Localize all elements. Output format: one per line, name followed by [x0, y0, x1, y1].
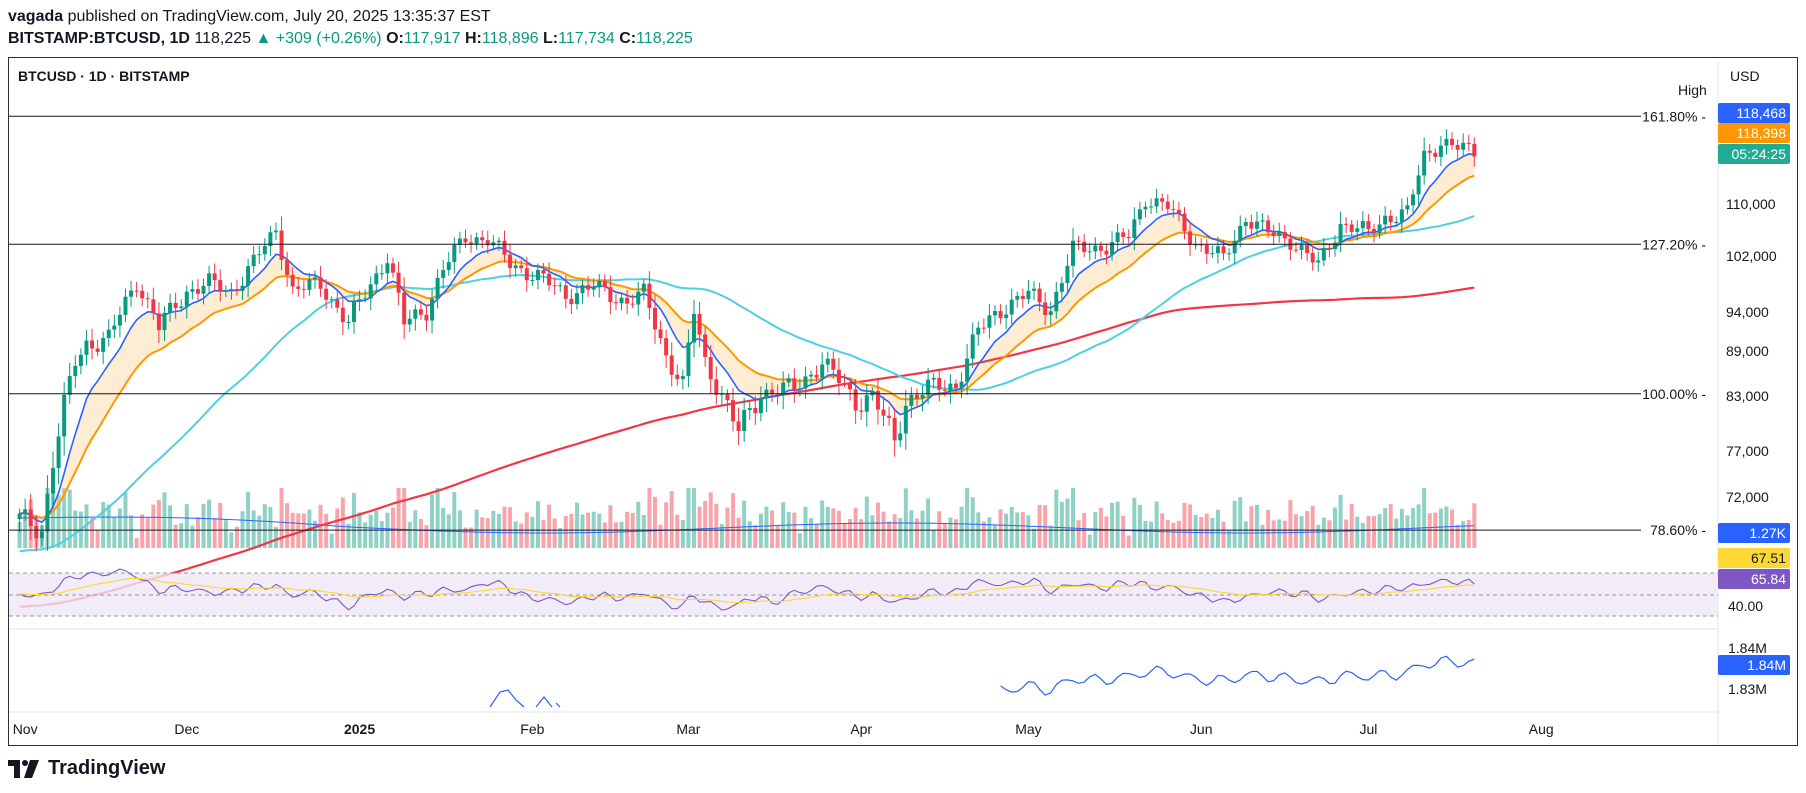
author-name[interactable]: vagada [8, 8, 64, 25]
tradingview-logo[interactable]: TradingView [8, 757, 165, 780]
last-price: 118,225 [194, 30, 252, 47]
open-value: 117,917 [403, 30, 461, 47]
chart-frame[interactable] [8, 57, 1798, 746]
low-value: 117,734 [558, 30, 615, 47]
published-text: published on TradingView.com, July 20, 2… [67, 8, 491, 25]
symbol-label: BITSTAMP:BTCUSD, 1D [8, 30, 190, 47]
high-key: H: [464, 30, 482, 47]
close-value: 118,225 [636, 30, 693, 47]
low-key: L: [542, 30, 559, 47]
close-key: C: [619, 30, 637, 47]
tradingview-wordmark: TradingView [48, 757, 166, 779]
price-change: +309 (+0.26%) [275, 30, 382, 47]
open-key: O: [386, 30, 404, 47]
up-arrow-icon: ▲ [255, 30, 272, 47]
tradingview-logo-icon [8, 759, 39, 778]
ohlc-line: BITSTAMP:BTCUSD, 1D 118,225 ▲ +309 (+0.2… [8, 30, 693, 48]
high-value: 118,896 [481, 30, 539, 47]
publish-line: vagada published on TradingView.com, Jul… [8, 8, 491, 26]
